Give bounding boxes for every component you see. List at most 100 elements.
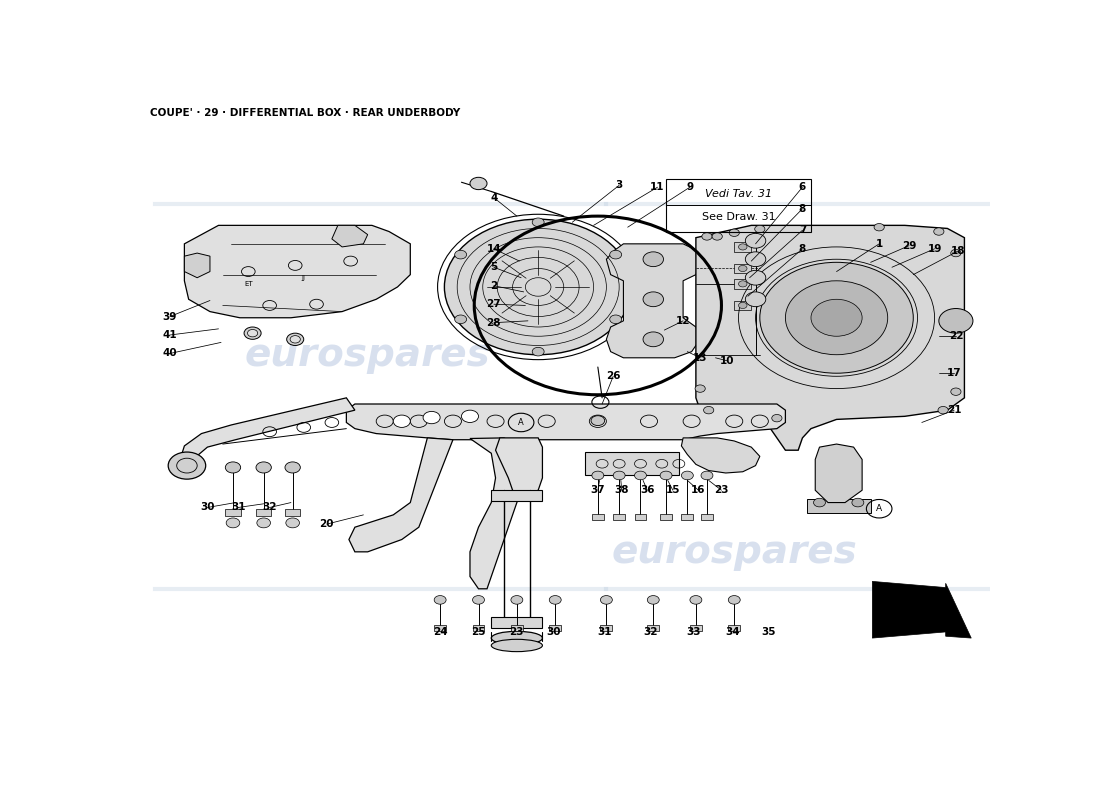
Circle shape (290, 336, 300, 343)
Text: 30: 30 (200, 502, 214, 513)
Text: 2: 2 (491, 281, 497, 290)
Text: 39: 39 (163, 311, 177, 322)
Text: 41: 41 (163, 330, 177, 340)
Circle shape (811, 299, 862, 336)
Circle shape (635, 471, 647, 480)
Text: 36: 36 (640, 486, 654, 495)
Circle shape (950, 388, 961, 395)
Circle shape (592, 471, 604, 480)
Circle shape (454, 250, 466, 259)
Circle shape (256, 462, 272, 473)
Bar (585, 452, 679, 475)
Bar (473, 625, 484, 630)
Text: 21: 21 (947, 405, 961, 415)
Text: 1: 1 (876, 239, 883, 249)
Circle shape (695, 385, 705, 392)
Bar (613, 514, 625, 520)
Circle shape (772, 414, 782, 422)
Circle shape (660, 471, 672, 480)
Circle shape (227, 518, 240, 528)
Text: 13: 13 (693, 353, 707, 363)
Polygon shape (346, 404, 785, 440)
Text: 20: 20 (319, 519, 334, 529)
Circle shape (647, 595, 659, 604)
Circle shape (532, 347, 544, 356)
Circle shape (285, 462, 300, 473)
Circle shape (702, 233, 712, 240)
Text: 17: 17 (947, 368, 961, 378)
Text: 29: 29 (902, 241, 916, 250)
Text: 27: 27 (486, 299, 502, 310)
Circle shape (601, 595, 613, 604)
Text: 26: 26 (606, 371, 620, 382)
Text: 32: 32 (644, 627, 658, 637)
Text: 23: 23 (714, 486, 728, 495)
Circle shape (256, 518, 271, 528)
Polygon shape (606, 244, 700, 358)
Text: 4: 4 (491, 193, 497, 202)
Circle shape (591, 416, 605, 426)
Polygon shape (185, 226, 410, 318)
Text: 15: 15 (666, 486, 680, 495)
Circle shape (244, 327, 261, 339)
Text: 14: 14 (486, 244, 502, 254)
Text: ET: ET (244, 281, 253, 287)
Bar (735, 279, 751, 289)
Bar (510, 625, 522, 630)
Text: 6: 6 (799, 182, 806, 192)
Polygon shape (180, 398, 355, 472)
Circle shape (746, 270, 766, 285)
Text: 31: 31 (597, 627, 612, 637)
Circle shape (444, 219, 631, 354)
Polygon shape (470, 438, 526, 589)
Polygon shape (495, 438, 542, 496)
Polygon shape (349, 438, 453, 552)
Bar (735, 263, 751, 274)
Circle shape (609, 250, 622, 259)
Text: 12: 12 (675, 316, 691, 326)
Text: 22: 22 (948, 331, 964, 342)
Circle shape (701, 471, 713, 480)
Circle shape (287, 333, 304, 346)
Text: 23: 23 (509, 627, 524, 637)
Text: 34: 34 (725, 627, 740, 637)
Circle shape (473, 595, 484, 604)
Text: eurospares: eurospares (245, 336, 491, 374)
Circle shape (470, 178, 487, 190)
Circle shape (168, 452, 206, 479)
Text: JJ: JJ (301, 274, 306, 281)
Bar (681, 514, 693, 520)
Bar (434, 625, 447, 630)
Circle shape (644, 252, 663, 266)
Text: 19: 19 (927, 244, 942, 254)
Polygon shape (696, 226, 965, 450)
Text: 11: 11 (650, 182, 664, 192)
Circle shape (746, 252, 766, 266)
Circle shape (814, 498, 825, 507)
Ellipse shape (492, 631, 542, 645)
Bar (492, 490, 542, 502)
Circle shape (785, 281, 888, 354)
Bar (728, 625, 740, 630)
Bar (806, 499, 871, 513)
Circle shape (746, 292, 766, 306)
Text: A: A (518, 418, 524, 427)
Circle shape (746, 234, 766, 248)
Text: See Draw. 31: See Draw. 31 (702, 212, 776, 222)
Circle shape (851, 498, 864, 507)
Circle shape (728, 595, 740, 604)
Text: 31: 31 (231, 502, 245, 513)
Text: 5: 5 (491, 262, 497, 272)
Circle shape (532, 218, 544, 226)
Bar (660, 514, 672, 520)
Text: 10: 10 (720, 356, 735, 366)
Text: 18: 18 (950, 246, 965, 256)
Circle shape (738, 302, 747, 309)
Text: 32: 32 (263, 502, 277, 513)
Circle shape (681, 471, 693, 480)
Text: 16: 16 (691, 486, 706, 495)
Text: 37: 37 (591, 486, 605, 495)
Circle shape (394, 415, 410, 427)
Bar (666, 179, 811, 231)
Circle shape (286, 518, 299, 528)
